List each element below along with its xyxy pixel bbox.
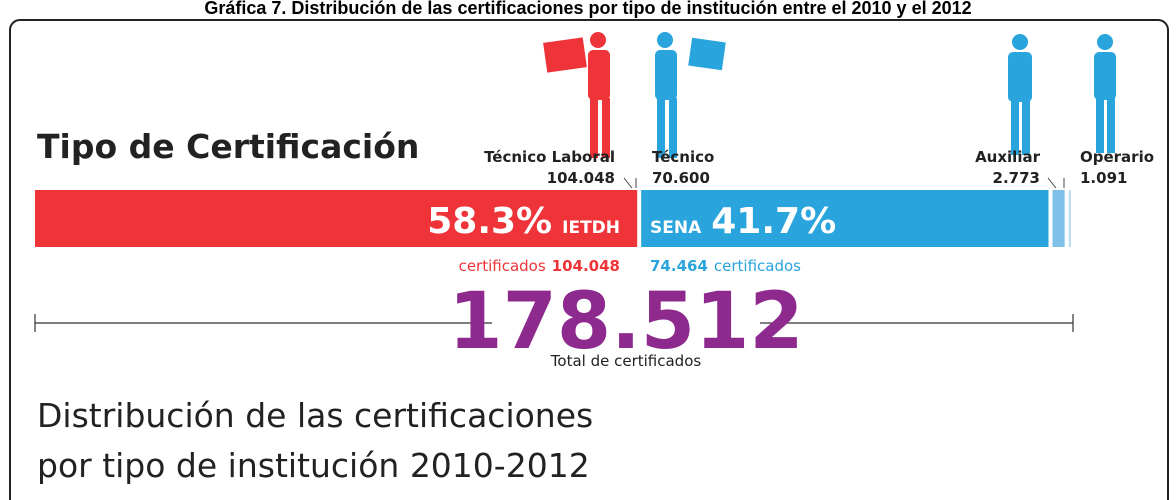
- group-name: IETDH: [562, 218, 620, 238]
- group-share: 58.3% IETDH: [427, 201, 620, 242]
- group-share: SENA 41.7%: [650, 201, 836, 242]
- figure-icon: [1008, 34, 1032, 155]
- unit: certificados: [459, 257, 546, 275]
- count-label: 74.464: [650, 257, 708, 275]
- figure-icon: [1094, 34, 1116, 153]
- total-value: 178.512: [448, 277, 803, 367]
- total-caption: Total de certificados: [550, 352, 702, 370]
- figure-icon: [655, 32, 726, 158]
- share-label: 58.3%: [427, 201, 552, 242]
- subtitle: Distribución de las certificaciones: [37, 396, 593, 435]
- group-count: 74.464 certificados: [650, 257, 801, 275]
- category-label: Técnico: [652, 148, 714, 166]
- count-label: 104.048: [552, 257, 620, 275]
- bar-segment: [641, 190, 1049, 247]
- value-label: 104.048: [547, 169, 615, 187]
- frame: [9, 19, 1169, 500]
- bar-segment: [35, 190, 638, 247]
- leader-line: [623, 177, 633, 189]
- bar-segment: [1052, 190, 1065, 247]
- category-label: Auxiliar: [975, 148, 1041, 166]
- chart-title: Tipo de Certificación: [37, 127, 419, 166]
- unit: certificados: [714, 257, 801, 275]
- figure-icon: [543, 32, 610, 158]
- value-label: 1.091: [1080, 169, 1127, 187]
- leader-line: [1047, 177, 1057, 189]
- value-label: 70.600: [652, 169, 710, 187]
- group-name: SENA: [650, 218, 702, 238]
- value-label: 2.773: [993, 169, 1040, 187]
- subtitle: por tipo de institución 2010-2012: [37, 446, 590, 485]
- bar-segment: [1068, 190, 1071, 247]
- category-label: Operario: [1080, 148, 1154, 166]
- group-count: certificados 104.048: [459, 257, 620, 275]
- caption: Gráfica 7. Distribución de las certifica…: [204, 0, 971, 18]
- category-label: Técnico Laboral: [484, 148, 615, 166]
- share-label: 41.7%: [711, 201, 836, 242]
